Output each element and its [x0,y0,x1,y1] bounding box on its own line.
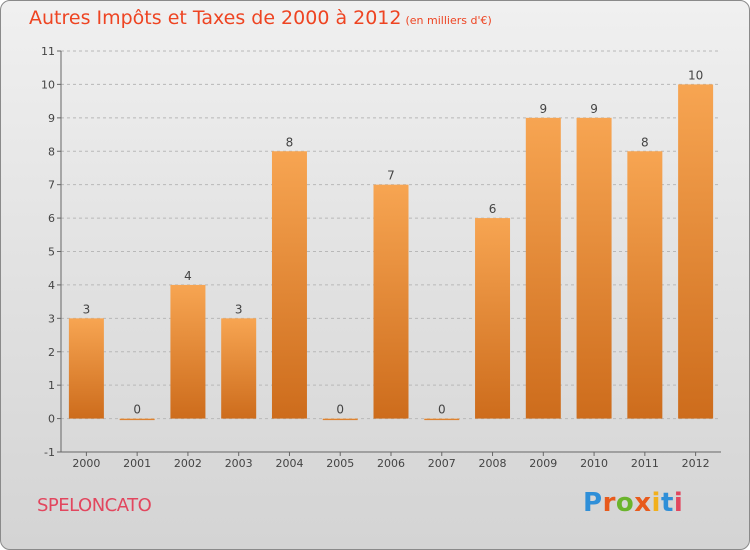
bars [68,84,714,421]
y-tick-label: 9 [48,112,55,125]
logo-letter: x [634,488,652,518]
logo-letter: P [583,488,603,518]
data-label: 0 [336,403,344,417]
y-tick-label: 10 [41,78,55,91]
logo-letter: i [673,488,684,518]
chart-title-text: Autres Impôts et Taxes de 2000 à 2012 [29,7,402,29]
bar [373,184,409,419]
y-tick-label: 2 [48,346,55,359]
x-tick-label: 2006 [377,457,405,470]
x-tick-label: 2004 [275,457,303,470]
data-label: 3 [235,302,243,316]
y-tick-label: 8 [48,145,55,158]
data-label: 10 [688,68,703,82]
city-name: SPELONCATO [37,495,152,516]
y-tick-label: 5 [48,246,55,259]
y-tick-label: 1 [48,379,55,392]
proxiti-logo[interactable]: Proxiti [583,488,683,518]
data-label: 6 [489,202,497,216]
chart-subtitle: (en milliers d'€) [405,14,492,27]
x-tick-label: 2011 [631,457,659,470]
x-tick-label: 2010 [580,457,608,470]
data-label: 9 [539,102,547,116]
x-tick-label: 2008 [479,457,507,470]
x-tick-label: 2000 [72,457,100,470]
axes: -1 0 1 2 3 4 5 6 7 8 9 10 11 2000 2001 2002 2003 2004 2005… [41,45,721,470]
chart-title: Autres Impôts et Taxes de 2000 à 2012 (en… [29,7,492,29]
bar [627,151,663,419]
data-label: 3 [83,302,91,316]
bar [68,318,104,419]
x-tick-label: 2007 [428,457,456,470]
bar [678,84,714,419]
data-labels: 3 0 4 3 8 0 7 0 6 9 9 8 10 [83,68,704,416]
data-label: 9 [590,102,598,116]
x-tick-label: 2003 [225,457,253,470]
data-label: 0 [133,403,141,417]
data-label: 4 [184,269,192,283]
x-tick-label: 2005 [326,457,354,470]
x-tick-label: 2001 [123,457,151,470]
data-label: 8 [641,135,649,149]
bar [271,151,307,419]
y-tick-label: 7 [48,179,55,192]
x-tick-label: 2002 [174,457,202,470]
bar [322,418,358,421]
y-tick-label: 0 [48,413,55,426]
bar [424,418,460,421]
bar [475,218,511,419]
y-tick-label: 3 [48,312,55,325]
data-label: 0 [438,403,446,417]
y-tick-label: 6 [48,212,55,225]
logo-letter: o [615,488,635,518]
logo-letter: t [660,488,674,518]
data-label: 7 [387,169,395,183]
bar [170,284,206,419]
bar [525,117,561,419]
bar [221,318,257,419]
y-tick-label: 11 [41,45,55,58]
bar [119,418,155,421]
y-tick-label: -1 [44,446,55,459]
x-tick-label: 2009 [529,457,557,470]
data-label: 8 [286,135,294,149]
x-tick-label: 2012 [682,457,710,470]
bar [576,117,612,419]
logo-letter: i [651,488,661,518]
y-tick-label: 4 [48,279,55,292]
logo-letter: r [602,488,616,518]
